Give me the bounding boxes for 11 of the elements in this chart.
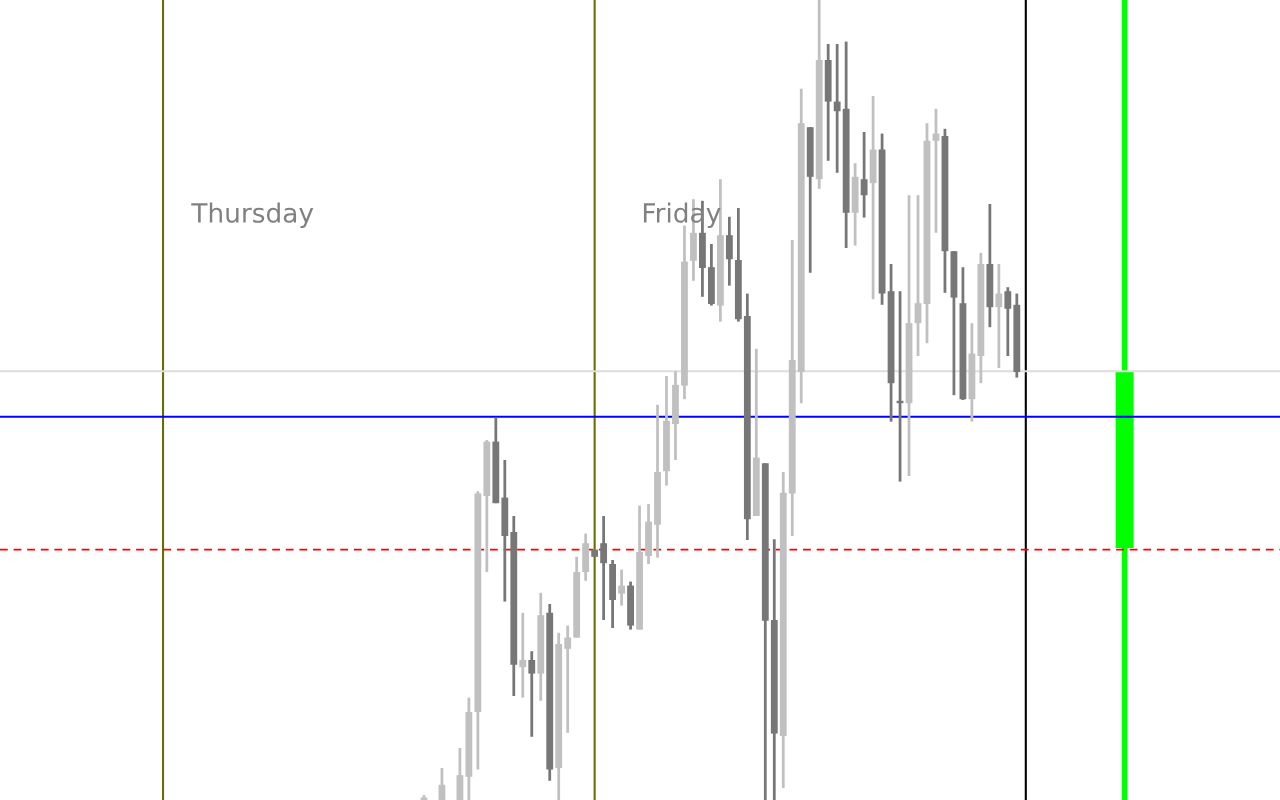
candlestick	[995, 262, 1003, 370]
candlestick	[725, 215, 733, 287]
candlestick	[860, 130, 868, 219]
candlestick	[618, 568, 625, 607]
text: Thursday	[191, 202, 314, 228]
candlestick	[528, 649, 536, 739]
candlestick	[600, 514, 608, 622]
candlestick	[1004, 285, 1012, 358]
candlestick	[564, 624, 572, 735]
candlestick	[519, 611, 527, 699]
candlestick	[833, 42, 841, 175]
